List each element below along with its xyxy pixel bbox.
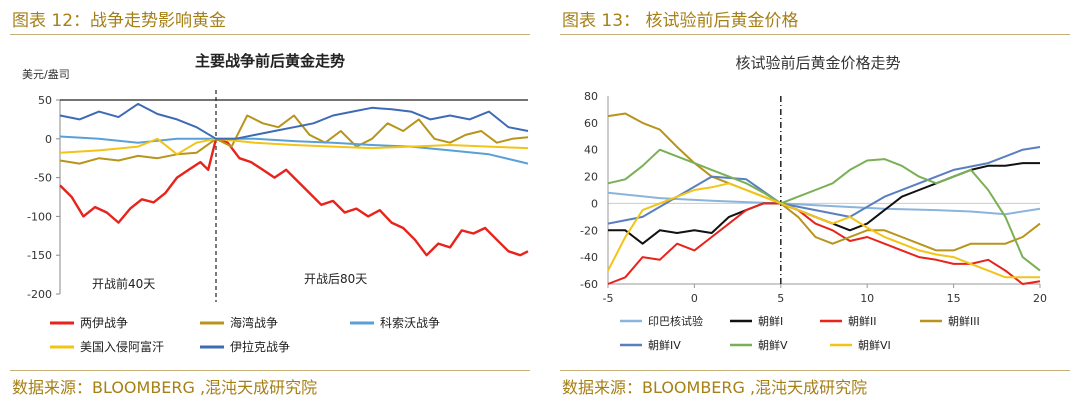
x-tick-label: -5 xyxy=(603,292,614,305)
left-footer-rule xyxy=(10,370,530,371)
y-tick-label: -40 xyxy=(580,251,598,264)
y-tick-label: 0 xyxy=(45,133,52,146)
series-line-6 xyxy=(607,148,1041,272)
x-tick-label: 15 xyxy=(947,292,961,305)
left-header-rule xyxy=(10,34,530,35)
legend-label: 朝鲜III xyxy=(948,314,980,328)
y-tick-label: -100 xyxy=(27,210,52,223)
series-line-5 xyxy=(59,102,529,140)
annotation-after: 开战后80天 xyxy=(304,272,367,286)
legend-label: 伊拉克战争 xyxy=(230,339,290,354)
annotation-before: 开战前40天 xyxy=(92,276,155,291)
right-footer-rule xyxy=(560,370,1070,371)
right-header-rule xyxy=(560,34,1070,35)
right-panel-header: 图表 13： 核试验前后黄金价格 xyxy=(562,11,799,31)
legend-label: 印巴核试验 xyxy=(648,314,703,328)
series-line-4 xyxy=(59,137,529,156)
x-tick-label: 10 xyxy=(860,292,874,305)
series-line-2 xyxy=(59,114,529,165)
legend-label: 朝鲜I xyxy=(758,314,783,328)
legend-label: 两伊战争 xyxy=(80,316,128,330)
right-source-note: 数据来源：BLOOMBERG ,混沌天成研究院 xyxy=(562,378,868,397)
y-tick-label: 60 xyxy=(584,117,598,130)
chart-title: 核试验前后黄金价格走势 xyxy=(735,54,900,72)
left-source-note: 数据来源：BLOOMBERG ,混沌天成研究院 xyxy=(12,378,318,397)
left-panel: 图表 12：战争走势影响黄金 主要战争前后黄金走势美元/盎司 50 0 -50 -100… xyxy=(10,11,530,397)
y-tick-label: -60 xyxy=(580,278,598,291)
nuclear-test-gold-chart: 核试验前后黄金价格走势 80 60 40 20 0 -20 -40 -60 -5 0 5 10 15 20 印… xyxy=(580,54,1047,352)
y-tick-label: -50 xyxy=(34,172,52,185)
legend-label: 朝鲜II xyxy=(848,314,877,328)
legend-label: 朝鲜V xyxy=(758,338,788,352)
series-line-7 xyxy=(607,182,1040,279)
legend-label: 科索沃战争 xyxy=(380,316,440,330)
x-tick-label: 20 xyxy=(1033,292,1047,305)
y-tick-label: 0 xyxy=(591,197,598,210)
y-tick-label: -150 xyxy=(27,249,52,262)
series-line-4 xyxy=(607,112,1041,252)
legend-label: 朝鲜VI xyxy=(858,338,891,352)
series-line-1 xyxy=(607,191,1041,216)
left-panel-header: 图表 12：战争走势影响黄金 xyxy=(12,11,227,31)
series-line-1 xyxy=(59,137,529,257)
legend-label: 朝鲜IV xyxy=(648,338,681,352)
y-tick-label: 40 xyxy=(584,144,598,157)
series-line-3 xyxy=(607,202,1041,285)
series-line-5 xyxy=(607,146,1041,225)
y-axis-label: 美元/盎司 xyxy=(22,67,70,81)
legend-label: 海湾战争 xyxy=(230,315,278,330)
series-line-3 xyxy=(59,135,529,165)
right-panel: 图表 13： 核试验前后黄金价格 核试验前后黄金价格走势 80 60 40 20 0 -20… xyxy=(550,0,1080,402)
y-tick-label: -20 xyxy=(580,224,598,237)
legend-label: 美国入侵阿富汗 xyxy=(80,339,164,354)
y-tick-label: 80 xyxy=(584,90,598,103)
y-tick-label: 20 xyxy=(584,171,598,184)
y-tick-label: 50 xyxy=(38,94,52,107)
x-tick-label: 5 xyxy=(777,292,784,305)
chart-title: 主要战争前后黄金走势 xyxy=(195,52,345,70)
x-tick-label: 0 xyxy=(691,292,698,305)
y-tick-label: -200 xyxy=(27,288,52,301)
